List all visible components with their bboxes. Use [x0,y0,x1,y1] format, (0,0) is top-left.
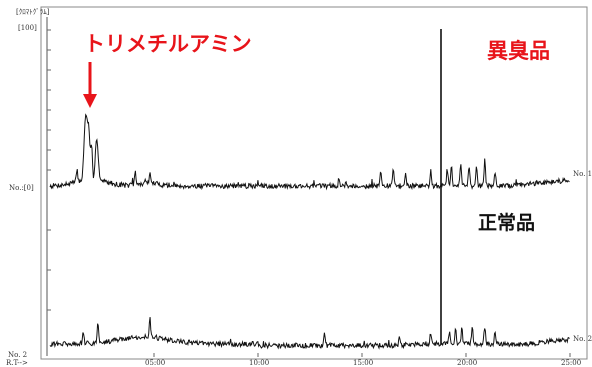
x-tick-label: 20:00 [457,359,477,367]
plot-border [40,6,588,360]
x-tick-label: 05:00 [145,359,165,367]
series-label-no2: No. 2 [573,335,592,343]
x-tick-labels: 05:00 10:00 15:00 20:00 25:00 [145,359,581,367]
x-tick-marks [153,353,571,357]
lower-left-label: No. 2 [8,351,27,359]
x-tick-label: 10:00 [249,359,269,367]
annotation-arrow [83,62,97,108]
x-tick-label: 15:00 [353,359,373,367]
x-axis-prefix: R.T--> [6,359,28,367]
y-zero-label: No.:[0] [9,184,34,192]
series-trace-no1 [49,113,570,191]
annotation-normal-sample: 正常品 [478,211,535,234]
series-trace-no2 [49,317,570,350]
annotation-trimethylamine: トリメチルアミン [84,32,252,56]
series-label-no1: No. 1 [573,170,592,178]
y-top-label: [100] [18,24,37,32]
x-tick-label: 25:00 [561,359,581,367]
y-axis-ticks [47,29,51,311]
chart-header-label: [ｸﾛﾏﾄｸﾞﾗﾑ] [16,8,50,16]
annotation-odor-sample: 異臭品 [487,39,550,63]
